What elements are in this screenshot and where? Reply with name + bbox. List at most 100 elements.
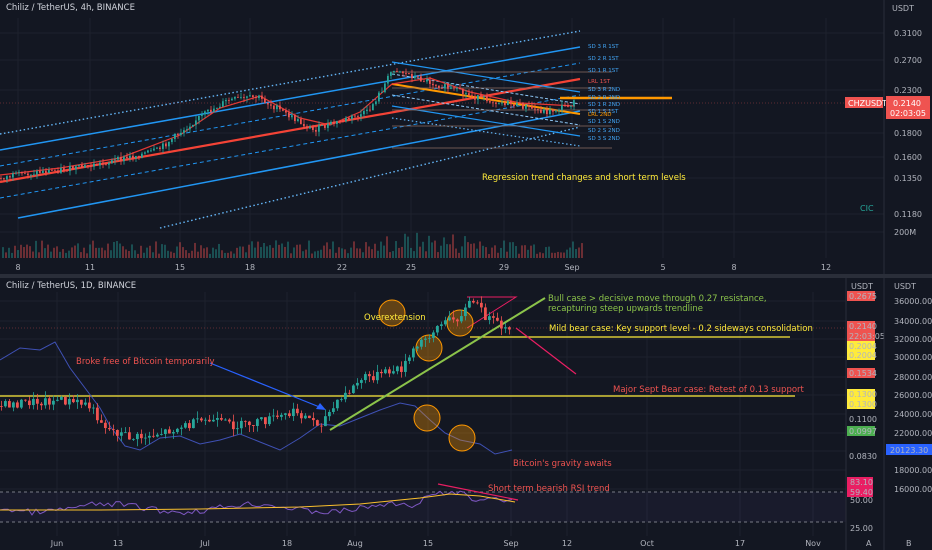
bottom-candle-body xyxy=(216,418,219,420)
top-candle-body xyxy=(165,143,167,147)
top-y-tick: 0.1180 xyxy=(894,210,922,219)
bottom-candle-body xyxy=(36,398,39,404)
top-volume-bar xyxy=(113,241,115,258)
rsi-bearish-trend-line xyxy=(437,483,519,501)
top-candle-body xyxy=(270,104,272,106)
bottom-candle-body xyxy=(380,371,383,374)
corner-icon-b[interactable]: B xyxy=(906,539,912,548)
corner-icon-a[interactable]: A xyxy=(866,539,872,548)
top-candle-body xyxy=(186,129,188,131)
top-candle-body xyxy=(522,102,524,109)
top-candle-body xyxy=(30,174,32,176)
bottom-candle-body xyxy=(460,316,463,322)
top-candle-body xyxy=(231,98,233,101)
top-candle-body xyxy=(525,105,527,109)
panel-divider[interactable] xyxy=(0,274,932,278)
bottom-candle-body xyxy=(204,419,207,421)
top-volume-bar xyxy=(68,250,70,258)
top-candle-body xyxy=(405,73,407,74)
top-candle-body xyxy=(0,178,2,179)
top-volume-bar xyxy=(335,252,337,258)
top-volume-bar xyxy=(566,249,568,258)
bottom-x-tick: Jul xyxy=(199,539,210,548)
bottom-candle-body xyxy=(500,320,503,329)
top-volume-bar xyxy=(416,232,418,258)
top-volume-bar xyxy=(413,251,415,258)
top-candle-body xyxy=(156,147,158,149)
top-candle-body xyxy=(558,109,560,111)
top-candle-body xyxy=(102,162,104,164)
top-volume-bar xyxy=(494,245,496,258)
bottom-candle-body xyxy=(368,374,371,377)
top-candle-body xyxy=(228,100,230,101)
right-y-tick: 22000.00 xyxy=(894,429,932,438)
bottom-candle-body xyxy=(156,434,159,437)
bottom-candle-body xyxy=(444,320,447,325)
top-volume-bar xyxy=(200,245,202,258)
bottom-candle-body xyxy=(348,392,351,394)
top-volume-bar xyxy=(437,252,439,258)
top-volume-bar xyxy=(554,252,556,258)
top-candle-body xyxy=(198,115,200,121)
top-candle-body xyxy=(15,172,17,174)
top-volume-bar xyxy=(95,247,97,258)
top-volume-bar xyxy=(569,247,571,258)
top-candle-body xyxy=(9,176,11,178)
rsi-tag xyxy=(847,487,873,497)
highlight-circle xyxy=(446,309,474,337)
right-y-tick: 32000.00 xyxy=(894,335,932,344)
top-candle-body xyxy=(258,95,260,99)
bull-case-line1: Bull case > decisive move through 0.27 r… xyxy=(548,294,767,304)
top-candle-body xyxy=(18,171,20,173)
top-x-tick: 12 xyxy=(821,263,831,272)
top-y-tick: 0.1600 xyxy=(894,153,922,162)
top-candle-body xyxy=(354,115,356,117)
top-volume-bar xyxy=(563,252,565,258)
bottom-candle-body xyxy=(64,397,67,405)
top-volume-bar xyxy=(434,240,436,258)
top-y-tick: 0.1350 xyxy=(894,174,922,183)
top-candle-body xyxy=(504,102,506,106)
top-candle-body xyxy=(441,87,443,89)
top-volume-bar xyxy=(419,246,421,258)
top-volume-bar xyxy=(29,246,31,258)
bottom-candle-body xyxy=(408,357,411,361)
bottom-candle-body xyxy=(280,414,283,417)
bottom-candle-body xyxy=(372,376,375,381)
right-y-tick: 28000.00 xyxy=(894,373,932,382)
top-candle-body xyxy=(507,100,509,106)
upward-trendline xyxy=(329,297,546,431)
top-volume-bar xyxy=(17,250,19,258)
top-chart-panel[interactable]: SD 3 R 1ST SD 2 R 1ST SD 1 R 1ST LRL 1ST SD … xyxy=(0,0,932,275)
highlight-circle xyxy=(413,404,441,432)
bottom-candle-body xyxy=(132,439,135,440)
left-y-tick: 22:03:05 xyxy=(849,332,885,341)
level-label: LRL 2ND xyxy=(588,112,612,118)
bottom-candle-body xyxy=(32,398,35,406)
bottom-candle-body xyxy=(88,402,91,409)
top-volume-bar xyxy=(80,252,82,258)
bottom-chart-panel[interactable]: 36000.00 34000.00 32000.00 30000.00 28000.00… xyxy=(0,278,932,550)
bottom-candle-body xyxy=(136,433,139,440)
top-volume-bar xyxy=(326,242,328,258)
bottom-chart-svg[interactable]: 36000.00 34000.00 32000.00 30000.00 28000.00… xyxy=(0,278,932,550)
top-chart-svg[interactable]: SD 3 R 1ST SD 2 R 1ST SD 1 R 1ST LRL 1ST SD … xyxy=(0,0,932,275)
left-y-tick: 0.2004 xyxy=(849,351,877,360)
top-volume-bar xyxy=(311,253,313,258)
top-y-tick: 0.2300 xyxy=(894,86,922,95)
top-candle-body xyxy=(465,93,467,95)
bottom-candle-body xyxy=(480,302,483,308)
top-volume-bar xyxy=(155,241,157,258)
top-candle-body xyxy=(384,83,386,93)
top-x-tick: 18 xyxy=(245,263,255,272)
major-bear-label: Major Sept Bear case: Retest of 0.13 sup… xyxy=(613,385,805,395)
top-volume-bar xyxy=(230,251,232,258)
bottom-candle-body xyxy=(404,360,407,372)
top-volume-bar xyxy=(548,246,550,258)
bottom-candle-body xyxy=(424,338,427,340)
top-candle-body xyxy=(495,102,497,104)
top-candle-body xyxy=(60,168,62,173)
top-volume-bar xyxy=(8,247,10,258)
top-candle-body xyxy=(126,156,128,159)
bottom-candle-body xyxy=(56,399,59,401)
